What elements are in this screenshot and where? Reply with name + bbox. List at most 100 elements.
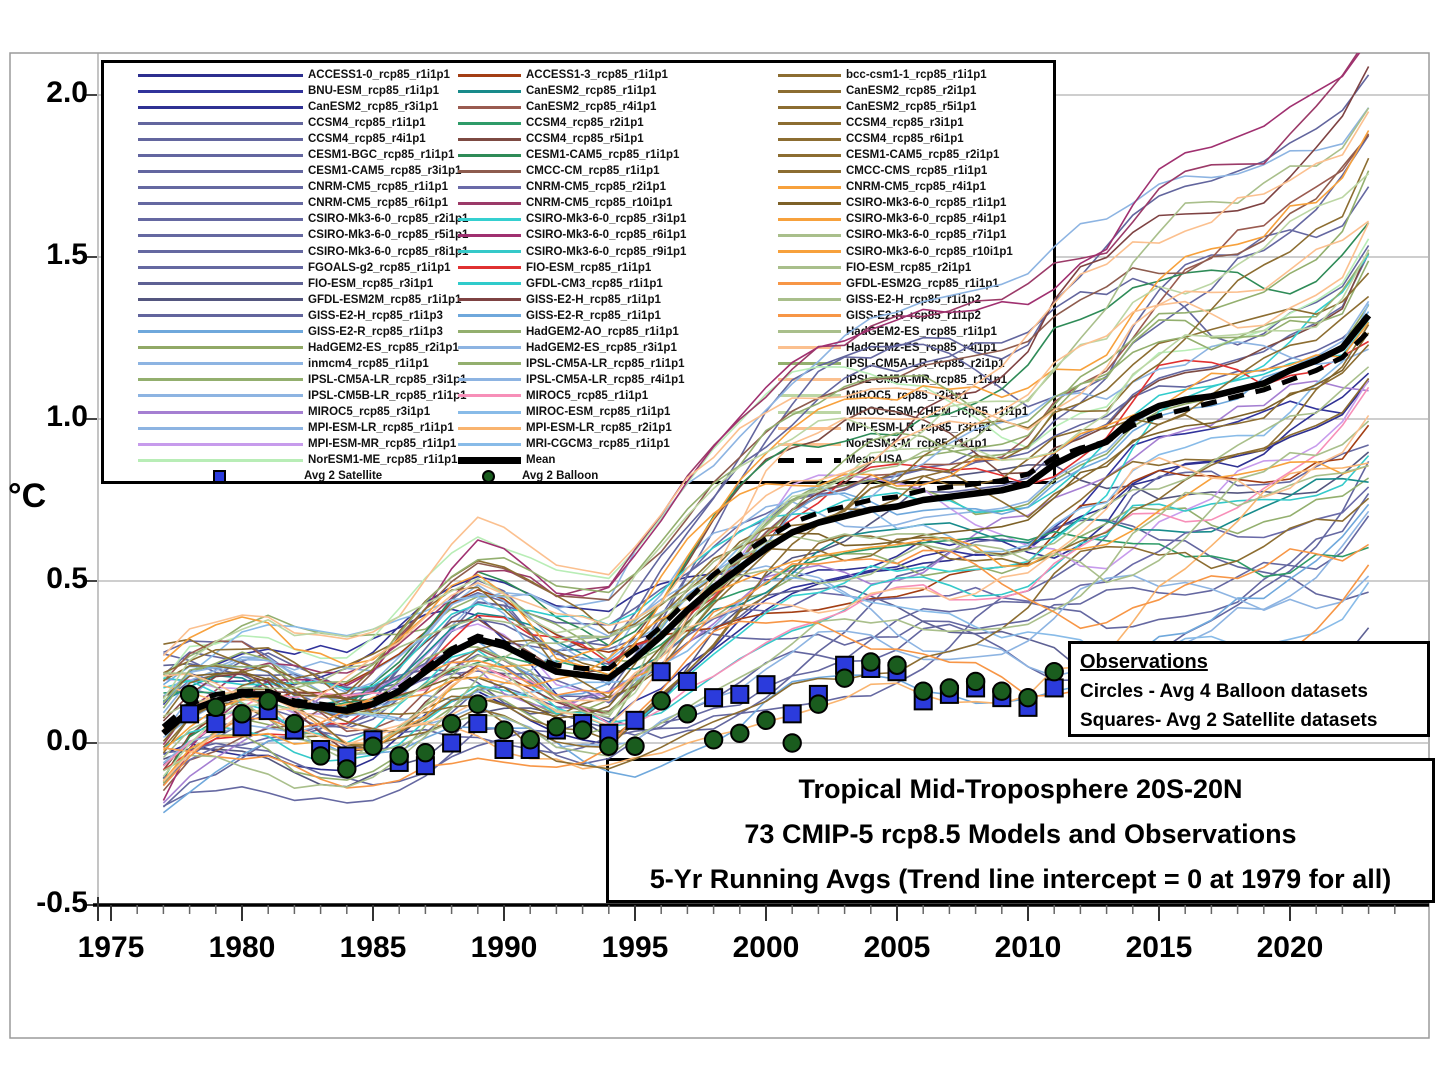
legend-entry: CNRM-CM5_rcp85_r6i1p1 <box>138 195 468 211</box>
model-line-swatch-icon <box>778 330 841 334</box>
legend-label: CSIRO-Mk3-6-0_rcp85_r6i1p1 <box>526 229 687 242</box>
legend-label: CSIRO-Mk3-6-0_rcp85_r9i1p1 <box>526 245 687 258</box>
legend-entry: FGOALS-g2_rcp85_r1i1p1 <box>138 260 468 276</box>
legend-label: CanESM2_rcp85_r3i1p1 <box>308 101 439 114</box>
model-line-swatch-icon <box>138 266 303 270</box>
model-line-swatch-icon <box>458 89 521 93</box>
legend-entry: CanESM2_rcp85_r5i1p1 <box>778 99 1028 115</box>
model-line-swatch-icon <box>778 394 841 398</box>
legend-label: BNU-ESM_rcp85_r1i1p1 <box>308 85 440 98</box>
legend-entry: CSIRO-Mk3-6-0_rcp85_r4i1p1 <box>778 211 1028 227</box>
legend-column-3: bcc-csm1-1_rcp85_r1i1p1 CanESM2_rcp85_r2i… <box>778 67 1028 468</box>
x-label-2010: 2010 <box>994 931 1062 964</box>
legend-label: GISS-E2-H_rcp85_r1i1p2 <box>846 293 981 306</box>
legend-entry: GISS-E2-R_rcp85_r1i1p2 <box>778 308 1028 324</box>
legend-label: HadGEM2-ES_rcp85_r2i1p1 <box>308 341 459 354</box>
legend-label: NorESM1-M_rcp85_r1i1p1 <box>846 438 988 451</box>
model-line-swatch-icon <box>778 185 841 189</box>
legend-label: CSIRO-Mk3-6-0_rcp85_r5i1p1 <box>308 229 469 242</box>
legend-label: CCSM4_rcp85_r1i1p1 <box>308 117 426 130</box>
legend-label: FIO-ESM_rcp85_r2i1p1 <box>846 261 972 274</box>
model-line-swatch-icon <box>458 314 521 318</box>
model-line-swatch-icon <box>138 185 303 189</box>
model-line-swatch-icon <box>778 89 841 93</box>
legend-label: MRI-CGCM3_rcp85_r1i1p1 <box>526 438 670 451</box>
legend-entry: CSIRO-Mk3-6-0_rcp85_r7i1p1 <box>778 227 1028 243</box>
model-line-swatch-icon <box>778 298 841 302</box>
legend-label: CCSM4_rcp85_r4i1p1 <box>308 133 426 146</box>
legend-label: GFDL-ESM2G_rcp85_r1i1p1 <box>846 277 999 290</box>
legend-label: FIO-ESM_rcp85_r1i1p1 <box>526 261 652 274</box>
observations-line1: Circles - Avg 4 Balloon datasets <box>1080 681 1368 702</box>
model-line-swatch-icon <box>458 185 521 189</box>
legend-label: GISS-E2-R_rcp85_r1i1p2 <box>846 309 981 322</box>
legend-entry: CCSM4_rcp85_r5i1p1 <box>458 131 686 147</box>
legend-entry: CanESM2_rcp85_r2i1p1 <box>778 83 1028 99</box>
legend-entry: CanESM2_rcp85_r1i1p1 <box>458 83 686 99</box>
legend-label: Avg 2 Balloon <box>522 470 599 483</box>
legend-label: Avg 2 Satellite <box>304 470 383 483</box>
model-line-swatch-icon <box>778 410 841 414</box>
legend-label: FGOALS-g2_rcp85_r1i1p1 <box>308 261 451 274</box>
legend-label: CNRM-CM5_rcp85_r2i1p1 <box>526 181 666 194</box>
legend-label: HadGEM2-ES_rcp85_r4i1p1 <box>846 341 997 354</box>
model-line-swatch-icon <box>138 330 303 334</box>
model-line-swatch-icon <box>778 169 841 173</box>
legend-entry: MPI-ESM-LR_rcp85_r1i1p1 <box>138 420 468 436</box>
mean-line-swatch-icon <box>458 456 521 464</box>
legend-label: CSIRO-Mk3-6-0_rcp85_r1i1p1 <box>846 197 1007 210</box>
legend-entry: MPI-ESM-LR_rcp85_r2i1p1 <box>458 420 686 436</box>
legend-label: IPSL-CM5A-LR_rcp85_r1i1p1 <box>526 357 685 370</box>
model-line-swatch-icon <box>138 314 303 318</box>
legend-label: CESM1-CAM5_rcp85_r3i1p1 <box>308 165 462 178</box>
model-line-swatch-icon <box>138 201 303 205</box>
legend-entry: CNRM-CM5_rcp85_r2i1p1 <box>458 179 686 195</box>
legend-entry: CCSM4_rcp85_r4i1p1 <box>138 131 468 147</box>
legend-entry: IPSL-CM5A-LR_rcp85_r2i1p1 <box>778 356 1028 372</box>
model-line-swatch-icon <box>778 233 841 237</box>
model-line-swatch-icon <box>138 233 303 237</box>
model-line-swatch-icon <box>138 250 303 254</box>
model-line-swatch-icon <box>138 153 303 157</box>
legend-label: CanESM2_rcp85_r1i1p1 <box>526 85 657 98</box>
legend-entry: CNRM-CM5_rcp85_r10i1p1 <box>458 195 686 211</box>
legend-entry: MIROC5_rcp85_r2i1p1 <box>778 388 1028 404</box>
legend-label: CSIRO-Mk3-6-0_rcp85_r8i1p1 <box>308 245 469 258</box>
x-label-2005: 2005 <box>863 931 931 964</box>
legend-label: Mean USA <box>846 454 903 467</box>
legend-label: GFDL-CM3_rcp85_r1i1p1 <box>526 277 663 290</box>
legend-entry: GISS-E2-H_rcp85_r1i1p2 <box>778 292 1028 308</box>
legend-label: IPSL-CM5B-LR_rcp85_r1i1p1 <box>308 389 467 402</box>
legend-label: HadGEM2-ES_rcp85_r1i1p1 <box>846 325 997 338</box>
legend-entry: ACCESS1-3_rcp85_r1i1p1 <box>458 67 686 83</box>
y-label-1.0: 1.0 <box>46 400 88 433</box>
model-line-swatch-icon <box>458 73 521 77</box>
model-line-swatch-icon <box>458 378 521 382</box>
x-label-1995: 1995 <box>601 931 669 964</box>
legend-label: CanESM2_rcp85_r5i1p1 <box>846 101 977 114</box>
legend-entry: CMCC-CM_rcp85_r1i1p1 <box>458 163 686 179</box>
model-line-swatch-icon <box>458 410 521 414</box>
legend-entry: bcc-csm1-1_rcp85_r1i1p1 <box>778 67 1028 83</box>
legend-label: CSIRO-Mk3-6-0_rcp85_r3i1p1 <box>526 213 687 226</box>
legend-label: CanESM2_rcp85_r2i1p1 <box>846 85 977 98</box>
legend-entry: CMCC-CMS_rcp85_r1i1p1 <box>778 163 1028 179</box>
legend-label: IPSL-CM5A-LR_rcp85_r4i1p1 <box>526 373 685 386</box>
legend-entry: CNRM-CM5_rcp85_r1i1p1 <box>138 179 468 195</box>
legend-entry: CESM1-CAM5_rcp85_r1i1p1 <box>458 147 686 163</box>
legend-label: GISS-E2-R_rcp85_r1i1p1 <box>526 309 661 322</box>
model-line-swatch-icon <box>778 250 841 254</box>
model-line-swatch-icon <box>778 314 841 318</box>
legend-entry: CSIRO-Mk3-6-0_rcp85_r6i1p1 <box>458 227 686 243</box>
x-label-1975: 1975 <box>77 931 145 964</box>
legend-entry: CSIRO-Mk3-6-0_rcp85_r2i1p1 <box>138 211 468 227</box>
model-line-swatch-icon <box>458 442 521 446</box>
legend-entry: MPI-ESM-MR_rcp85_r1i1p1 <box>138 436 468 452</box>
model-line-swatch-icon <box>778 378 841 382</box>
legend-entry: HadGEM2-ES_rcp85_r2i1p1 <box>138 340 468 356</box>
legend-entry: CSIRO-Mk3-6-0_rcp85_r9i1p1 <box>458 244 686 260</box>
observations-heading: Observations <box>1080 651 1208 673</box>
legend-entry: MIROC-ESM_rcp85_r1i1p1 <box>458 404 686 420</box>
model-line-swatch-icon <box>458 201 521 205</box>
model-line-swatch-icon <box>138 89 303 93</box>
